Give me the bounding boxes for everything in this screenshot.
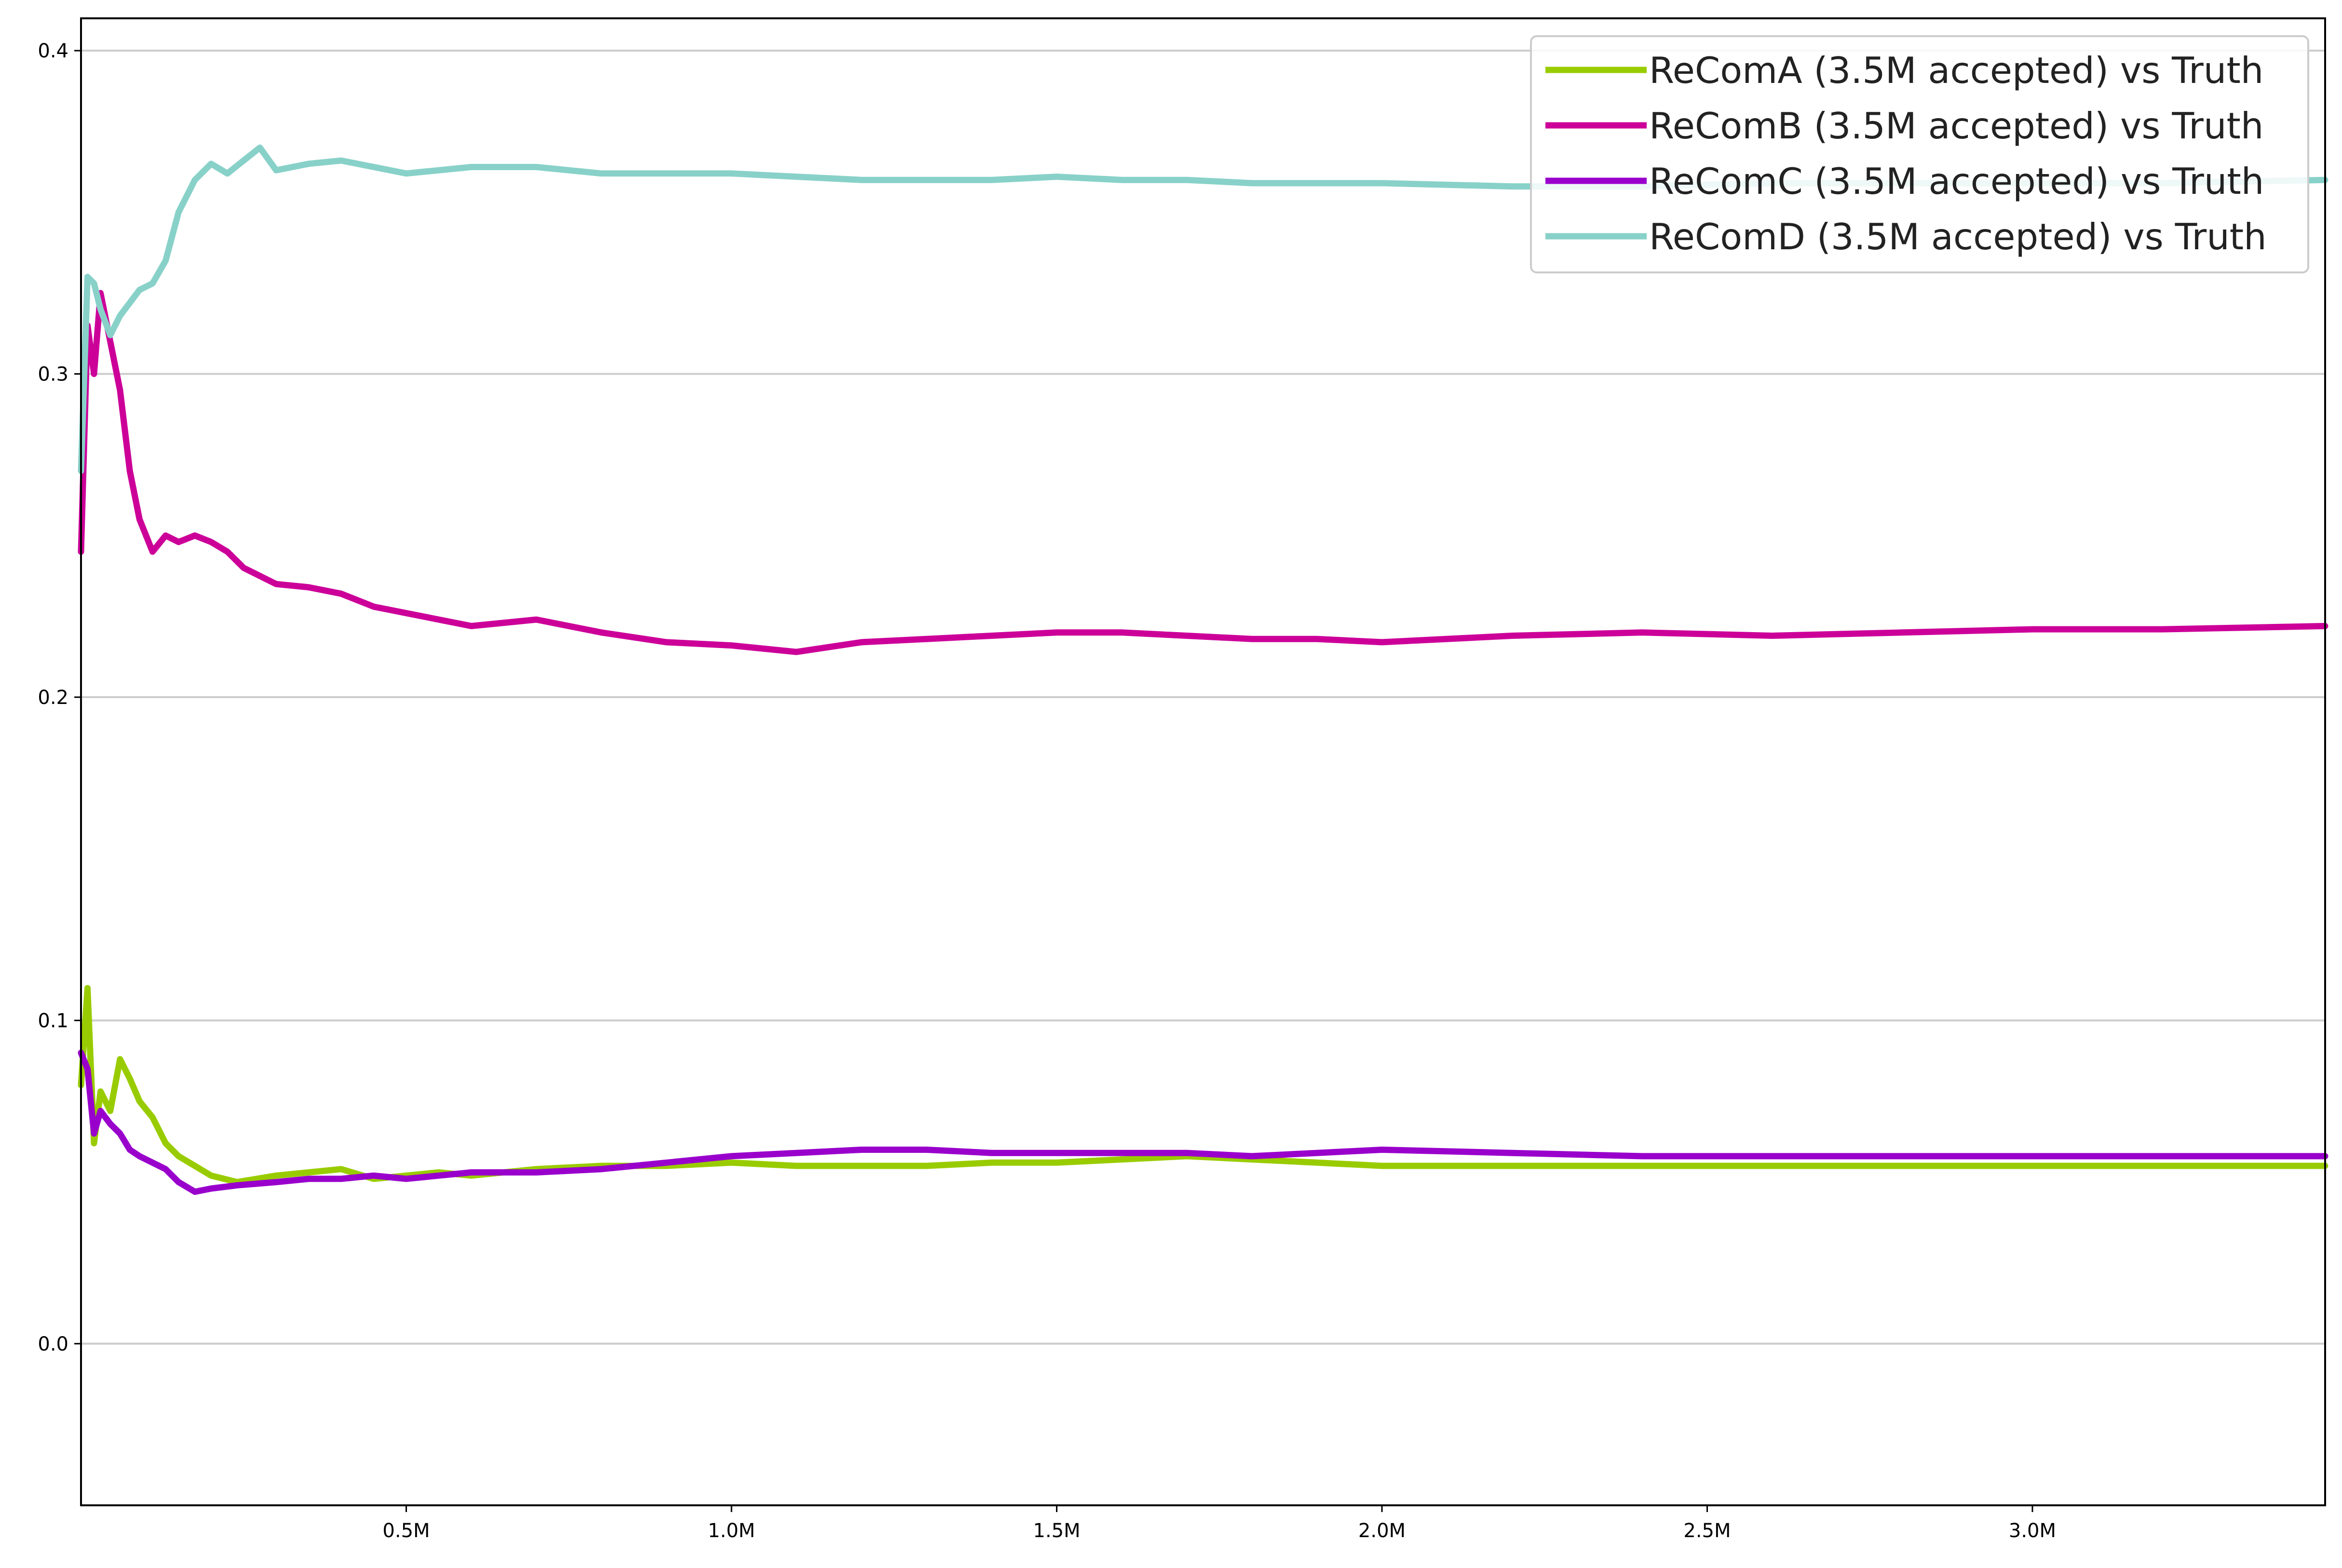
x-axis: 0.5M 1.0M 1.5M 2.0M 2.5M 3.0M	[382, 1505, 2056, 1542]
legend-box	[1530, 35, 2309, 273]
legend-label-4: ReComD (3.5M accepted) vs Truth	[1649, 216, 2267, 258]
y-tick-label: 0.2	[38, 687, 68, 709]
series-line-2	[78, 290, 2328, 655]
plot-area	[78, 144, 2328, 1195]
y-tick-label: 0.4	[38, 40, 68, 62]
legend-label-3: ReComC (3.5M accepted) vs Truth	[1649, 160, 2264, 203]
legend-label-2: ReComB (3.5M accepted) vs Truth	[1649, 105, 2263, 147]
y-tick-label: 0.0	[38, 1333, 68, 1355]
x-tick-label: 0.5M	[382, 1520, 430, 1542]
y-axis: 0.0 0.1 0.2 0.3 0.4	[38, 40, 81, 1355]
x-tick-label: 2.5M	[1683, 1520, 1731, 1542]
x-tick-label: 2.0M	[1358, 1520, 1406, 1542]
axes-frame	[80, 17, 2326, 1506]
y-tick-label: 0.3	[38, 363, 68, 385]
legend: ReComA (3.5M accepted) vs Truth ReComB (3…	[1530, 35, 2309, 273]
x-tick-label: 3.0M	[2009, 1520, 2056, 1542]
legend-label-1: ReComA (3.5M accepted) vs Truth	[1649, 49, 2263, 92]
x-tick-label: 1.5M	[1033, 1520, 1080, 1542]
series-line-4	[78, 144, 2328, 474]
y-tick-label: 0.1	[38, 1010, 68, 1032]
x-tick-label: 1.0M	[708, 1520, 755, 1542]
series-line-3	[78, 1049, 2328, 1195]
grid-lines	[81, 50, 2325, 1345]
